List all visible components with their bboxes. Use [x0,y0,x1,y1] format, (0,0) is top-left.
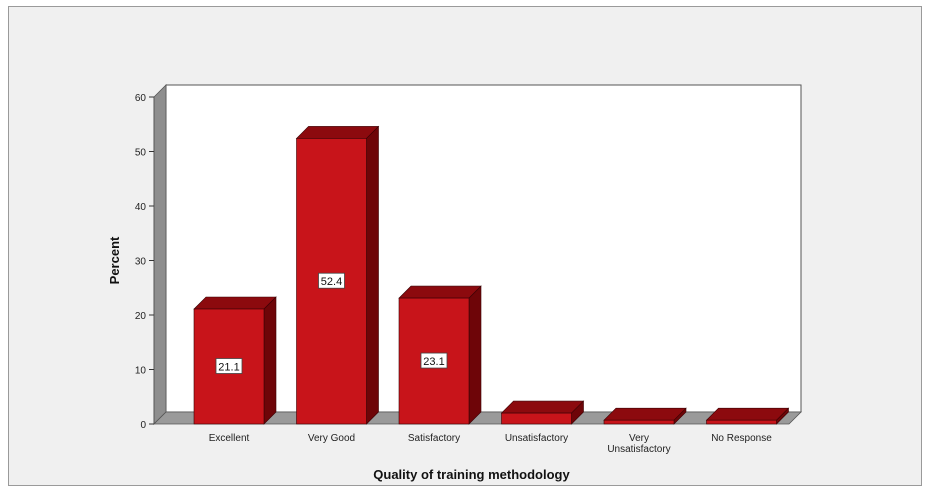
bar-front [501,412,572,425]
data-label: 52.4 [321,276,342,288]
x-category-label-line: Satisfactory [408,433,460,444]
chart-frame: 0 10 20 30 40 50 60 21.1 52.4 23.1 Excellent Very… [8,6,922,486]
bar [705,407,790,425]
data-label-box [215,358,243,374]
bar: 21.1 [193,296,277,425]
bars: 21.1 52.4 23.1 [193,125,790,425]
plot-side-wall [153,84,167,425]
bar-top [603,407,687,421]
bar-top [705,407,790,421]
data-label: 23.1 [423,356,444,368]
x-axis-title: Quality of training methodology [373,467,570,482]
bar [500,400,585,425]
x-category-label: Very Unsatisfactory [607,433,670,455]
bar-chart: 0 10 20 30 40 50 60 21.1 52.4 23.1 Excellent Very… [107,84,802,482]
x-category-label: Satisfactory [408,433,460,444]
bar: 23.1 [398,285,482,425]
bar-side [263,296,277,425]
y-axis-title: Percent [107,236,122,284]
bar [603,407,687,425]
x-category-label: Unsatisfactory [505,433,568,444]
y-axis: 0 10 20 30 40 50 60 [135,93,155,431]
bar-side [468,285,482,425]
bar-top [295,126,380,139]
x-category-label-line: No Response [711,433,772,444]
x-category-label-line: Excellent [209,433,250,444]
y-tick-label: 10 [135,366,147,377]
x-category-label-line: Unsatisfactory [505,433,568,444]
bar-front [603,419,675,425]
x-category-label-line: Very [629,433,649,444]
y-tick-label: 50 [135,148,147,159]
bar: 52.4 [295,125,380,425]
x-category-label-line: Unsatisfactory [607,444,670,455]
x-axis-labels: Excellent Very Good Satisfactory Unsatisfac… [209,433,773,455]
y-tick-label: 20 [135,311,147,322]
y-tick-label: 30 [135,257,147,268]
bar-top [193,296,277,310]
x-category-label: Very Good [308,433,355,444]
x-category-label-line: Very Good [308,433,355,444]
bar-front [706,419,777,425]
data-label-box [318,272,345,289]
data-label-box [420,352,448,369]
y-tick-label: 0 [140,420,146,431]
x-category-label: Excellent [209,433,250,444]
y-tick-label: 40 [135,202,147,213]
bar-side [366,125,379,425]
bar-top [500,400,585,414]
y-tick-label: 60 [135,93,147,104]
data-label: 21.1 [218,362,239,374]
x-category-label: No Response [711,433,772,444]
bar-top [398,285,482,299]
